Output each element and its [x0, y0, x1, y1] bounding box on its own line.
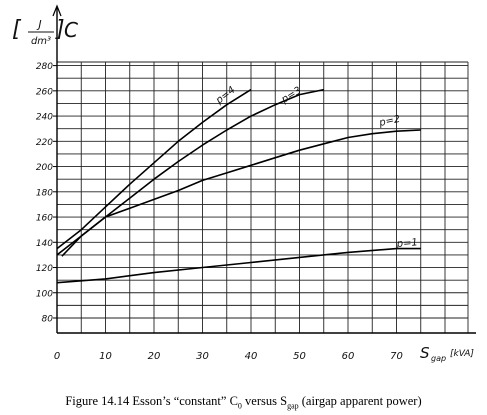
x-tick-label: 20 [148, 351, 161, 362]
series-line-p1 [56, 247, 421, 284]
y-tick-label: 240 [36, 113, 53, 123]
y-unit-bracket-left: [ [12, 17, 22, 42]
series-group: p=4 p=3p=2p=1 [56, 85, 421, 284]
x-tick-label: 40 [245, 351, 258, 362]
y-axis-label: [ J dm³ ] C [12, 17, 78, 47]
y-tick-label: 200 [36, 163, 53, 173]
y-tick-label: 100 [36, 289, 53, 299]
x-axis-unit: [kVA] [450, 349, 474, 359]
series-line-p2 [61, 129, 421, 257]
x-tick-label: 60 [342, 351, 355, 362]
y-tick-label: 220 [36, 138, 53, 148]
x-axis-symbol: S [420, 344, 430, 362]
tick-labels: 80 100 120 140 160 180 200 220 240 260 280 0 10 20 30 4… [36, 62, 403, 362]
x-tick-label: 50 [293, 351, 306, 362]
y-unit-bracket-right: ] [55, 17, 65, 42]
y-tick-label: 260 [36, 87, 53, 97]
axes [52, 4, 476, 334]
caption-suffix: (airgap apparent power) [298, 394, 422, 408]
caption-sub-gap: gap [287, 401, 299, 411]
y-tick-label: 120 [36, 264, 53, 274]
x-axis-subscript: gap [431, 354, 446, 363]
series-label-p2: p=2 [377, 114, 401, 129]
x-tick-label: 10 [99, 351, 112, 362]
y-tick-label: 140 [36, 239, 53, 249]
y-tick-label: 80 [42, 315, 54, 325]
caption-sub-0: 0 [237, 401, 242, 411]
y-tick-label: 180 [36, 188, 53, 198]
series-line-p4 [56, 88, 252, 250]
y-tick-label: 280 [36, 62, 53, 72]
y-unit-numerator: J [36, 18, 41, 31]
y-unit-denominator: dm³ [31, 36, 51, 47]
y-tick-label: 160 [36, 214, 53, 224]
y-axis-symbol: C [64, 18, 78, 42]
x-tick-label: 0 [54, 351, 60, 362]
figure-caption: Figure 14.14 Esson’s “constant” C0 versu… [0, 394, 487, 411]
grid [57, 61, 469, 333]
y-axis-arrow [52, 4, 62, 17]
series-label-p1: p=1 [395, 237, 418, 250]
x-axis-label: S gap [kVA] [420, 344, 474, 363]
caption-prefix: Figure 14.14 Esson’s “constant” C [65, 394, 238, 408]
caption-middle: versus S [241, 394, 288, 408]
x-tick-label: 30 [196, 351, 209, 362]
x-tick-label: 70 [390, 351, 403, 362]
